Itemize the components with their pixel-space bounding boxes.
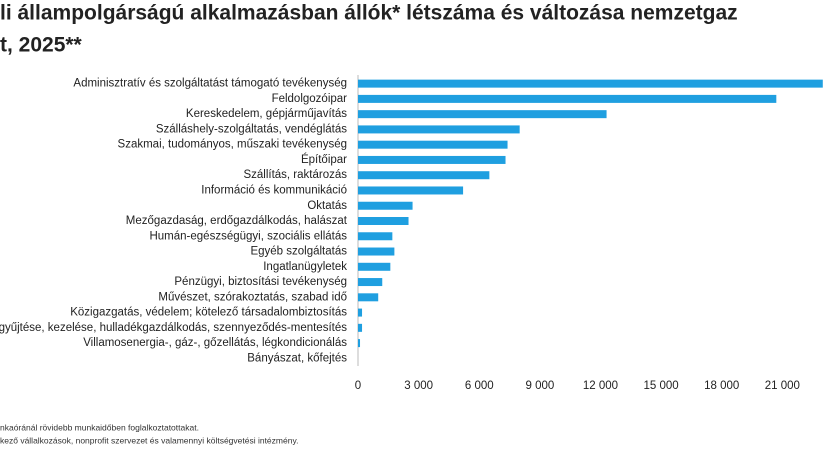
bar	[358, 155, 506, 164]
x-tick-label: 9 000	[525, 380, 554, 392]
bar	[358, 339, 361, 348]
y-tick-label: Ingatlanügyletek	[263, 261, 347, 273]
y-tick-label: Adminisztratív és szolgáltatást támogató…	[73, 78, 347, 90]
bar	[358, 323, 363, 332]
chart-title: t, 2025**	[0, 34, 83, 57]
y-tick-label: Információ és kommunikáció	[201, 185, 347, 197]
y-tick-label: Mezőgazdaság, erdőgazdálkodás, halászat	[126, 215, 348, 227]
bar	[358, 217, 409, 225]
footnote: kező vállalkozások, nonprofit szervezet …	[0, 435, 298, 445]
y-tick-label: Humán-egészségügyi, szociális ellátás	[149, 230, 347, 242]
y-tick-label: Szálláshely-szolgáltatás, vendéglátás	[156, 123, 347, 135]
y-tick-label: Oktatás	[307, 200, 347, 212]
bar	[358, 171, 490, 180]
bar	[358, 308, 363, 317]
footnote: nkaóránál rövidebb munkaidőben foglalkoz…	[0, 422, 199, 432]
x-tick-label: 0	[355, 380, 361, 392]
x-tick-label: 6 000	[465, 380, 494, 392]
x-tick-label: 12 000	[583, 380, 618, 392]
y-tick-label: Egyéb szolgáltatás	[250, 246, 347, 258]
bar	[358, 201, 413, 210]
bar	[358, 293, 379, 302]
y-tick-label: Művészet, szórakoztatás, szabad idő	[158, 291, 347, 303]
y-tick-label: Feldolgozóipar	[272, 93, 348, 105]
x-tick-label: 3 000	[404, 380, 433, 392]
y-tick-label: z gyűjtése, kezelése, hulladékgazdálkodá…	[0, 322, 347, 334]
y-tick-label: Szállítás, raktározás	[243, 169, 347, 181]
bar	[358, 140, 508, 149]
y-tick-label: Szakmai, tudományos, műszaki tevékenység	[118, 139, 347, 151]
bar	[358, 125, 520, 134]
chart-title: li állampolgárságú alkalmazásban állók* …	[0, 2, 738, 25]
bar	[358, 79, 823, 88]
bar	[358, 186, 464, 195]
bar	[358, 247, 395, 256]
y-tick-label: Villamosenergia-, gáz-, gőzellátás, légk…	[83, 337, 347, 349]
bar	[358, 110, 607, 119]
bar	[358, 262, 391, 271]
bar	[358, 232, 393, 241]
x-tick-label: 15 000	[644, 380, 679, 392]
x-tick-label: 21 000	[765, 380, 800, 392]
y-tick-label: Közigazgatás, védelem; kötelező társadal…	[70, 307, 347, 319]
y-tick-label: Kereskedelem, gépjárműjavítás	[186, 108, 347, 120]
x-tick-label: 18 000	[704, 380, 739, 392]
bar	[358, 278, 383, 287]
y-tick-label: Pénzügyi, biztosítási tevékenység	[174, 276, 347, 288]
bar	[358, 94, 777, 103]
y-tick-label: Bányászat, kőfejtés	[247, 352, 347, 364]
y-tick-label: Építőipar	[301, 153, 347, 166]
